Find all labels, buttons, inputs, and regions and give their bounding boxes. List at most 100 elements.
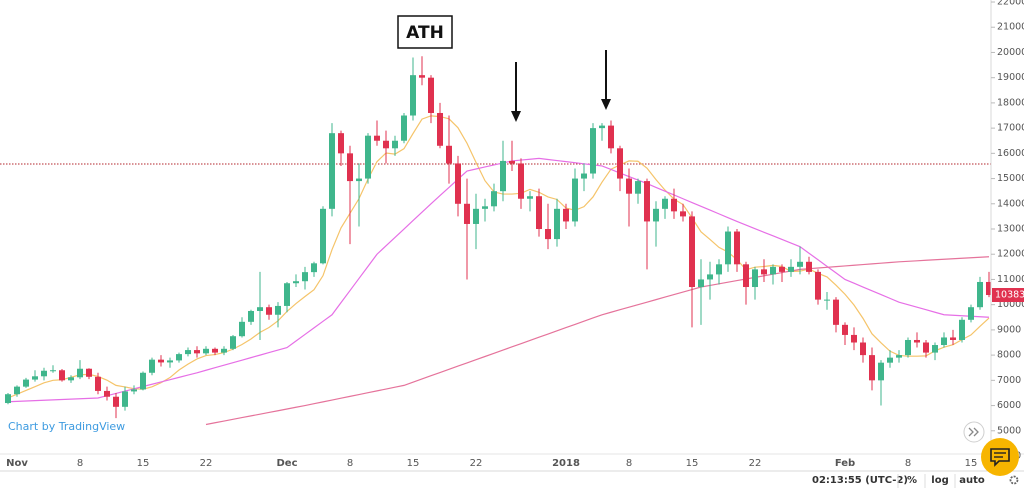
- y-tick-label: 12000: [997, 249, 1024, 260]
- y-tick-label: 19000: [997, 72, 1024, 83]
- candle-body: [797, 261, 803, 267]
- candle-body: [428, 77, 434, 113]
- candle-body: [698, 279, 704, 288]
- candle-body: [824, 299, 830, 301]
- candle-body: [203, 348, 209, 354]
- candle-body: [662, 198, 668, 209]
- y-tick-label: 14000: [997, 198, 1024, 209]
- plot-area: [0, 56, 991, 426]
- candle-body: [815, 271, 821, 300]
- x-tick-label: Dec: [276, 458, 297, 469]
- candle-body: [311, 263, 317, 273]
- candle-body: [716, 264, 722, 275]
- candle-body: [365, 135, 371, 179]
- toolbar-button[interactable]: auto: [959, 475, 985, 486]
- settings-icon[interactable]: [1009, 475, 1019, 485]
- candle-body: [752, 269, 758, 288]
- candle-body: [590, 128, 596, 174]
- candle-body: [284, 283, 290, 306]
- candle-body: [149, 359, 155, 373]
- candle-body: [5, 394, 11, 404]
- candle-body: [482, 206, 488, 209]
- candle-body: [644, 181, 650, 222]
- candle-body: [743, 264, 749, 288]
- candle-body: [887, 357, 893, 363]
- last-price-box: [992, 288, 1024, 303]
- candle-body: [626, 178, 632, 194]
- candle-body: [734, 231, 740, 265]
- x-tick-label: Nov: [6, 458, 28, 469]
- candle-body: [86, 368, 92, 377]
- candle-body: [455, 163, 461, 204]
- candle-body: [419, 75, 425, 78]
- candle-body: [356, 178, 362, 182]
- y-tick-label: 10000: [997, 299, 1024, 310]
- candle-body: [536, 196, 542, 230]
- y-tick-label: 8000: [997, 350, 1021, 361]
- candle-body: [707, 274, 713, 280]
- candle-body: [293, 281, 299, 284]
- candle-body: [563, 208, 569, 222]
- candle-body: [617, 148, 623, 179]
- x-tick-label: 15: [407, 458, 420, 469]
- candle-body: [923, 342, 929, 353]
- candle-body: [266, 307, 272, 315]
- y-tick-label: 11000: [997, 274, 1024, 285]
- candle-body: [635, 181, 641, 194]
- x-tick-label: 15: [137, 458, 150, 469]
- y-tick-label: 18000: [997, 97, 1024, 108]
- moving-average-line: [7, 115, 990, 399]
- candle-body: [167, 360, 173, 363]
- candle-body: [50, 370, 56, 372]
- candle-body: [113, 396, 119, 407]
- candle-body: [347, 153, 353, 182]
- candle-body: [842, 324, 848, 335]
- attribution[interactable]: Chart by TradingView: [8, 420, 125, 433]
- candle-body: [932, 345, 938, 353]
- x-tick-label: 15: [965, 458, 978, 469]
- candle-body: [320, 208, 326, 264]
- candle-body: [500, 160, 506, 192]
- candle-body: [851, 334, 857, 343]
- axes: 4000500060007000800090001000011000120001…: [0, 0, 1024, 472]
- x-tick-label: 8: [77, 458, 83, 469]
- candle-body: [401, 115, 407, 141]
- moving-average-line: [7, 157, 990, 403]
- candle-body: [248, 310, 254, 322]
- candle-body: [41, 370, 47, 377]
- candle-body: [383, 140, 389, 149]
- candle-body: [410, 75, 416, 116]
- y-tick-label: 21000: [997, 22, 1024, 33]
- candle-body: [104, 390, 110, 397]
- candle-body: [158, 359, 164, 363]
- candle-body: [761, 269, 767, 275]
- x-tick-label: 15: [686, 458, 699, 469]
- candle-body: [608, 125, 614, 149]
- x-tick-label: Feb: [835, 458, 855, 469]
- y-tick-label: 17000: [997, 123, 1024, 134]
- candle-body: [32, 376, 38, 380]
- arrow-head: [601, 99, 611, 110]
- toolbar-button[interactable]: log: [931, 475, 948, 486]
- candle-body: [464, 203, 470, 224]
- candle-body: [914, 339, 920, 343]
- x-tick-label: 8: [626, 458, 632, 469]
- candle-body: [905, 339, 911, 356]
- candle-body: [986, 281, 991, 296]
- candle-body: [338, 133, 344, 154]
- candle-body: [239, 321, 245, 337]
- x-tick-label: 22: [200, 458, 213, 469]
- candle-body: [194, 350, 200, 354]
- candle-body: [212, 348, 218, 353]
- scroll-button[interactable]: [963, 421, 985, 443]
- arrow-head: [511, 111, 521, 122]
- candle-body: [941, 337, 947, 346]
- y-tick-label: 15000: [997, 173, 1024, 184]
- candle-body: [671, 198, 677, 212]
- candle-body: [221, 348, 227, 353]
- toolbar-button[interactable]: %: [907, 475, 917, 486]
- x-tick-label: 22: [470, 458, 483, 469]
- annotation: ATH: [406, 23, 444, 43]
- candle-body: [14, 386, 20, 395]
